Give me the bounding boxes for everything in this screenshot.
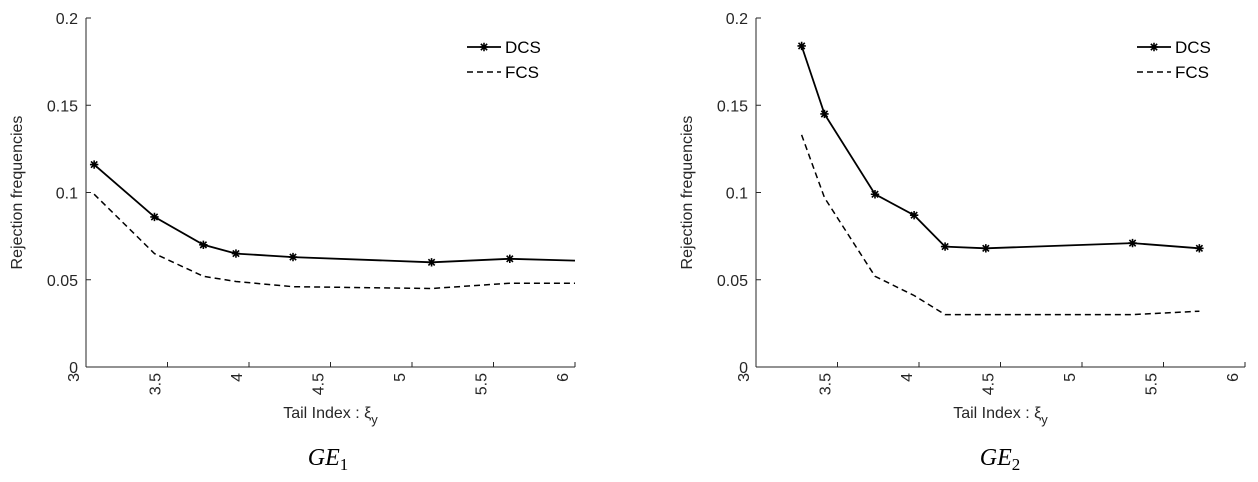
data-point-dcs: [150, 212, 159, 222]
legend-label-dcs: DCS: [505, 38, 541, 57]
data-point-dcs: [427, 258, 436, 267]
data-point-dcs: [909, 210, 919, 220]
y-tick-label: 0: [69, 360, 78, 377]
x-tick-label: 3: [66, 373, 83, 382]
x-tick-label: 6: [1225, 373, 1242, 382]
legend-marker-dcs: [1149, 42, 1159, 52]
x-tick-label: 3: [736, 373, 753, 382]
data-point-dcs: [870, 190, 880, 199]
panel-caption: GE2: [980, 445, 1021, 474]
y-tick-label: 0.2: [726, 11, 748, 28]
x-tick-label: 3.5: [818, 373, 835, 395]
y-tick-label: 0.1: [726, 186, 748, 203]
legend: DCS FCS: [1137, 38, 1211, 82]
series-line-fcs: [93, 193, 575, 290]
data-point-dcs: [940, 242, 950, 251]
series-line-dcs: [93, 163, 576, 264]
data-point-dcs: [288, 252, 298, 262]
data-point-dcs: [981, 244, 991, 253]
data-point-dcs: [1195, 244, 1204, 253]
x-tick-label: 6: [555, 373, 572, 382]
y-tick-label: 0: [739, 360, 748, 377]
legend-label-fcs: FCS: [1175, 63, 1209, 82]
x-tick-label: 3.5: [148, 373, 165, 395]
chart-panel-1: 0 0.05 0.1 0.15 0.2 3 3.5 4 4.5 5 5.5 6 Tail Index :…: [9, 11, 576, 474]
series-line-dcs: [800, 45, 1200, 250]
x-tick-label: 4.5: [311, 373, 328, 395]
x-tick-label: 4: [229, 373, 246, 382]
y-tick-label: 0.15: [717, 98, 748, 115]
data-point-dcs: [797, 41, 806, 51]
y-tick-label: 0.05: [47, 273, 78, 290]
x-tick-label: 5.5: [474, 373, 491, 395]
x-axis-label: Tail Index : ξy: [283, 405, 378, 427]
data-point-dcs: [199, 240, 208, 250]
y-tick-label: 0.1: [56, 186, 78, 203]
legend-marker-dcs: [479, 42, 489, 52]
x-tick-label: 5: [1062, 373, 1079, 382]
y-tick-label: 0.05: [717, 273, 748, 290]
panel-caption: GE1: [308, 445, 349, 474]
legend-label-dcs: DCS: [1175, 38, 1211, 57]
legend-label-fcs: FCS: [505, 63, 539, 82]
data-point-dcs: [820, 109, 829, 119]
y-axis-label: Rejection frequencies: [679, 116, 696, 270]
data-point-dcs: [89, 160, 99, 169]
legend: DCS FCS: [467, 38, 541, 82]
data-point-dcs: [505, 254, 514, 264]
y-tick-label: 0.15: [47, 98, 78, 115]
series-line-fcs: [800, 134, 1200, 316]
y-tick-label: 0.2: [56, 11, 78, 28]
chart-panel-2: 0 0.05 0.1 0.15 0.2 3 3.5 4 4.5 5 5.5 6 Tail Index :…: [679, 11, 1246, 474]
x-tick-label: 4.5: [981, 373, 998, 395]
data-point-dcs: [1128, 238, 1137, 248]
x-tick-label: 4: [899, 373, 916, 382]
x-tick-label: 5.5: [1144, 373, 1161, 395]
x-tick-label: 5: [392, 373, 409, 382]
data-point-dcs: [231, 249, 241, 258]
y-axis-label: Rejection frequencies: [9, 116, 26, 270]
x-axis-label: Tail Index : ξy: [953, 405, 1048, 427]
